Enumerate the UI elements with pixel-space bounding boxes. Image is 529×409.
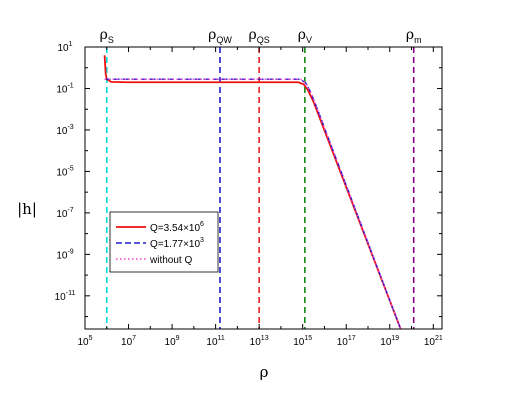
x-tick-label-base-2: 10: [165, 337, 177, 348]
x-tick-label-base-3: 10: [206, 337, 218, 348]
x-tick-label-base-4: 10: [250, 337, 262, 348]
y-tick-label-0: 101: [57, 41, 72, 54]
y-tick-label-4: 10-7: [56, 207, 73, 220]
y-tick-label-sup-4: -7: [67, 207, 73, 214]
x-tick-label-5: 1015: [293, 335, 312, 348]
y-tick-label-5: 10-9: [56, 248, 73, 261]
y-tick-label-6: 10-11: [55, 290, 76, 303]
vline-label-sub-1: QW: [216, 35, 232, 45]
series-line-2: [104, 78, 402, 329]
x-tick-label-base-5: 10: [293, 337, 305, 348]
ticks-layer: 105 107 109 1011 1013 1015 1017 1019 102110110-1…: [55, 41, 443, 348]
legend-label-0: Q=3.54×106: [150, 221, 204, 234]
vline-label-sub-0: S: [108, 35, 114, 45]
x-tick-label-base-6: 10: [337, 337, 349, 348]
x-tick-label-0: 105: [77, 335, 92, 348]
vline-label-sub-2: QS: [257, 35, 270, 45]
y-tick-label-base-4: 10: [56, 209, 68, 220]
vline-label-sub-4: m: [414, 35, 422, 45]
legend-label-1: Q=1.77×103: [150, 237, 204, 250]
y-tick-label-2: 10-3: [56, 124, 73, 137]
series-line-1: [104, 78, 402, 329]
x-tick-label-2: 109: [165, 335, 180, 348]
x-tick-label-3: 1011: [206, 335, 224, 348]
legend-label-sup-0: 6: [200, 221, 204, 228]
y-tick-label-sup-6: -11: [66, 290, 76, 297]
y-tick-label-base-2: 10: [56, 126, 68, 137]
vline-label-0: ρS: [100, 27, 114, 45]
labels-layer: ρS ρQW ρQS ρV ρm: [100, 27, 422, 45]
y-tick-label-3: 10-5: [56, 165, 73, 178]
y-tick-label-1: 10-1: [56, 82, 73, 95]
vline-label-sub-3: V: [306, 35, 312, 45]
vline-label-1: ρQW: [208, 27, 232, 45]
y-tick-label-base-0: 10: [57, 43, 69, 54]
y-tick-label-sup-2: -3: [67, 124, 73, 131]
y-tick-label-base-6: 10: [55, 292, 67, 303]
vline-label-base-4: ρ: [406, 27, 414, 43]
x-tick-label-base-8: 10: [424, 337, 436, 348]
x-tick-label-sup-7: 19: [391, 335, 399, 342]
legend-label-sup-1: 3: [200, 237, 204, 244]
y-tick-label-base-1: 10: [56, 84, 68, 95]
legend: Q=3.54×106 Q=1.77×103 without Q: [109, 211, 219, 273]
vlines-layer: [105, 47, 415, 329]
legend-label-2: without Q: [149, 255, 192, 266]
x-tick-label-base-1: 10: [121, 337, 133, 348]
legend-box: [109, 211, 219, 273]
y-tick-label-sup-5: -9: [67, 248, 73, 255]
series-line-0: [103, 55, 402, 329]
x-tick-label-4: 1013: [250, 335, 269, 348]
x-tick-label-sup-1: 7: [132, 335, 136, 342]
x-tick-label-sup-0: 5: [89, 335, 93, 342]
x-tick-label-6: 1017: [337, 335, 356, 348]
plot-frame: [84, 46, 443, 330]
legend-label-main-1: Q=1.77×10: [150, 239, 200, 250]
x-tick-label-sup-6: 17: [348, 335, 356, 342]
vline-label-2: ρQS: [249, 27, 270, 45]
x-tick-label-1: 107: [121, 335, 136, 348]
vline-label-4: ρm: [406, 27, 422, 45]
x-tick-label-8: 1021: [424, 335, 443, 348]
x-tick-label-sup-2: 9: [176, 335, 180, 342]
legend-label-main-2: without Q: [149, 255, 192, 266]
x-tick-label-base-0: 10: [77, 337, 89, 348]
vline-label-base-0: ρ: [100, 27, 108, 43]
y-axis-title: |h|: [17, 200, 37, 218]
x-tick-label-sup-4: 13: [261, 335, 269, 342]
y-tick-label-sup-0: 1: [69, 41, 73, 48]
y-tick-label-base-3: 10: [56, 167, 68, 178]
x-tick-label-sup-5: 15: [304, 335, 312, 342]
legend-label-main-0: Q=3.54×10: [150, 223, 200, 234]
series-layer: [103, 55, 402, 329]
x-tick-label-base-7: 10: [380, 337, 392, 348]
y-tick-label-sup-1: -1: [67, 82, 73, 89]
y-tick-label-base-5: 10: [56, 250, 68, 261]
x-axis-title: ρ: [260, 363, 269, 381]
vline-label-base-1: ρ: [208, 27, 216, 43]
x-tick-label-sup-8: 21: [435, 335, 443, 342]
y-tick-label-sup-3: -5: [67, 165, 73, 172]
x-tick-label-sup-3: 11: [218, 335, 225, 342]
vline-label-3: ρV: [298, 27, 312, 45]
x-tick-label-7: 1019: [380, 335, 399, 348]
vline-label-base-3: ρ: [298, 27, 306, 43]
vline-label-base-2: ρ: [249, 27, 257, 43]
